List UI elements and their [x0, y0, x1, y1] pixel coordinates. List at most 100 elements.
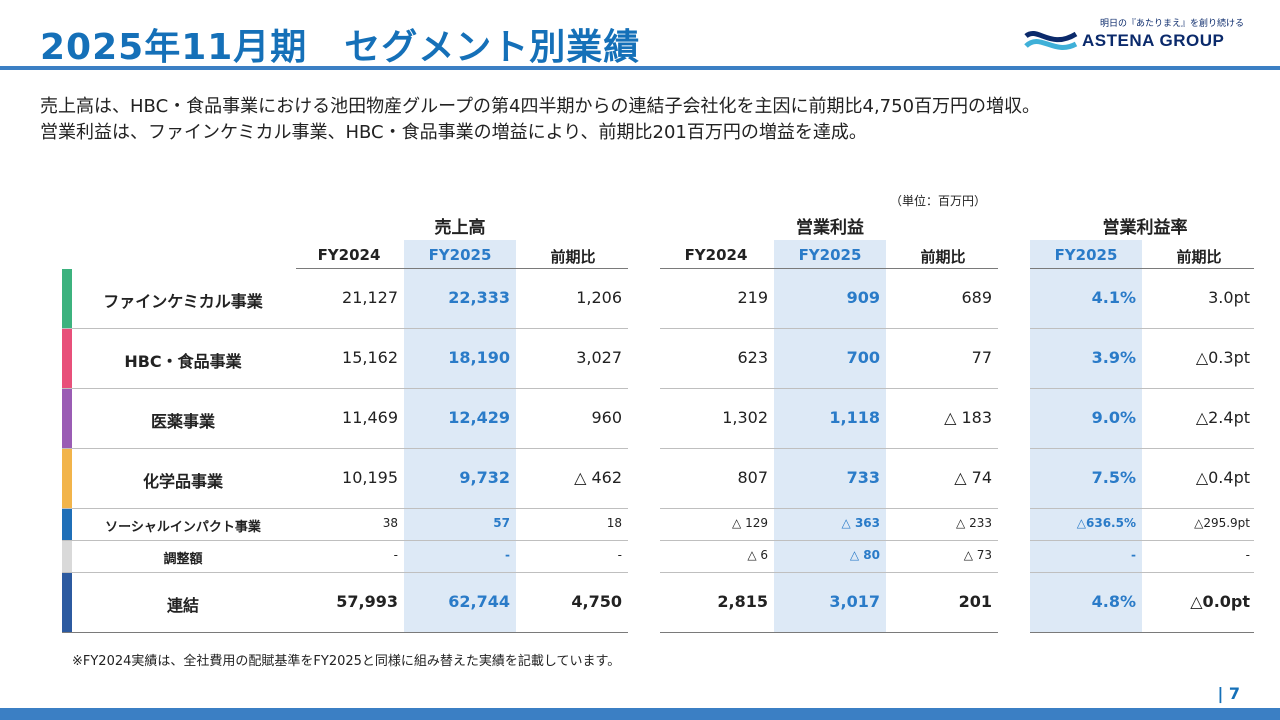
group-header-op-profit: 営業利益 — [796, 218, 864, 238]
cell-op-fy2025: 909 — [846, 287, 880, 307]
row-label: 化学品事業 — [142, 471, 223, 491]
cell-margin-fy2025: △636.5% — [1076, 516, 1136, 531]
cell-margin-yoy: △0.3pt — [1195, 347, 1250, 367]
cell-sales-yoy: 960 — [591, 407, 622, 427]
row-divider — [62, 328, 628, 329]
logo-name: ASTENA GROUP — [1082, 31, 1225, 50]
cell-sales-yoy: △ 462 — [574, 467, 622, 487]
cell-sales-yoy: 3,027 — [576, 347, 622, 367]
cell-sales-fy2024: 21,127 — [342, 287, 398, 307]
row-label: 医薬事業 — [150, 411, 215, 431]
row-color-bar — [62, 541, 72, 572]
group-header-op-margin: 営業利益率 — [1102, 218, 1188, 238]
cell-margin-fy2025: 3.9% — [1091, 347, 1136, 367]
row-divider — [1030, 508, 1254, 509]
cell-op-yoy: △ 73 — [963, 548, 992, 563]
summary-line-2: 営業利益は、ファインケミカル事業、HBC・食品事業の増益により、前期比201百万… — [40, 122, 867, 143]
row-divider — [1030, 572, 1254, 573]
logo-tagline: 明日の『あたりまえ』を創り続ける — [1099, 19, 1244, 29]
col-sales-fy2025: FY2025 — [428, 246, 492, 264]
col-op-yoy: 前期比 — [920, 248, 966, 266]
cell-op-fy2024: 623 — [737, 347, 768, 367]
cell-sales-fy2025: 22,333 — [448, 287, 510, 307]
cell-sales-fy2024: 11,469 — [342, 407, 398, 427]
group-header-sales: 売上高 — [434, 218, 486, 238]
row-divider — [660, 540, 998, 541]
cell-op-fy2025: △ 80 — [849, 548, 880, 563]
row-divider — [62, 448, 628, 449]
row-divider — [1030, 540, 1254, 541]
cell-sales-yoy: - — [617, 548, 622, 563]
col-margin-yoy: 前期比 — [1176, 248, 1222, 266]
cell-sales-fy2025: 57 — [493, 516, 510, 531]
cell-op-fy2024: △ 129 — [732, 516, 768, 531]
page-number: | 7 — [1217, 684, 1240, 703]
col-op-fy2025: FY2025 — [798, 246, 862, 264]
cell-op-yoy: △ 183 — [944, 407, 992, 427]
header-rule-margin — [1030, 268, 1254, 269]
cell-sales-fy2025: - — [505, 548, 510, 563]
cell-sales-fy2025: 12,429 — [448, 407, 510, 427]
row-divider — [660, 632, 998, 633]
cell-margin-yoy: △0.0pt — [1190, 591, 1250, 611]
cell-op-fy2025: △ 363 — [841, 516, 880, 531]
header-rule-op — [660, 268, 998, 269]
cell-op-fy2025: 3,017 — [829, 591, 880, 611]
summary-line-1: 売上高は、HBC・食品事業における池田物産グループの第4四半期からの連結子会社化… — [40, 96, 1041, 117]
cell-sales-fy2024: 15,162 — [342, 347, 398, 367]
company-logo: 明日の『あたりまえ』を創り続ける ASTENA GROUP — [1024, 16, 1244, 56]
summary: 売上高は、HBC・食品事業における池田物産グループの第4四半期からの連結子会社化… — [40, 94, 1040, 146]
row-divider — [660, 328, 998, 329]
row-label: 連結 — [166, 595, 199, 615]
cell-sales-fy2025: 62,744 — [448, 591, 510, 611]
cell-margin-fy2025: 7.5% — [1091, 467, 1136, 487]
footer-bar — [0, 708, 1280, 720]
row-divider — [1030, 328, 1254, 329]
col-margin-fy2025: FY2025 — [1054, 246, 1118, 264]
cell-op-yoy: 77 — [971, 347, 992, 367]
cell-op-yoy: △ 74 — [954, 467, 992, 487]
cell-op-yoy: △ 233 — [956, 516, 992, 531]
cell-op-yoy: 201 — [958, 591, 992, 611]
cell-sales-yoy: 4,750 — [571, 591, 622, 611]
cell-sales-fy2024: 10,195 — [342, 467, 398, 487]
row-color-bar — [62, 509, 72, 540]
unit-note: （単位：百万円） — [890, 194, 987, 208]
astena-wave-icon — [1024, 31, 1078, 50]
row-label: 調整額 — [163, 552, 203, 568]
cell-sales-fy2025: 18,190 — [448, 347, 510, 367]
col-sales-fy2024: FY2024 — [317, 246, 381, 264]
cell-margin-yoy: △295.9pt — [1194, 516, 1250, 531]
cell-sales-fy2025: 9,732 — [459, 467, 510, 487]
row-divider — [1030, 448, 1254, 449]
row-color-bar — [62, 573, 72, 632]
cell-margin-yoy: △2.4pt — [1195, 407, 1250, 427]
cell-margin-yoy: 3.0pt — [1208, 287, 1250, 307]
row-divider — [660, 448, 998, 449]
row-color-bar — [62, 389, 72, 448]
row-color-bar — [62, 269, 72, 328]
cell-margin-yoy: - — [1245, 548, 1250, 563]
cell-op-fy2025: 733 — [846, 467, 880, 487]
title-rule — [0, 66, 1280, 70]
row-divider — [1030, 632, 1254, 633]
cell-op-fy2024: 219 — [737, 287, 768, 307]
cell-op-fy2024: 2,815 — [717, 591, 768, 611]
cell-op-yoy: 689 — [961, 287, 992, 307]
row-color-bar — [62, 449, 72, 508]
footnote: ※FY2024実績は、全社費用の配賦基準をFY2025と同様に組み替えた実績を記… — [72, 654, 621, 669]
cell-sales-yoy: 18 — [606, 516, 622, 531]
col-sales-yoy: 前期比 — [550, 248, 596, 266]
row-divider — [62, 572, 628, 573]
cell-sales-yoy: 1,206 — [576, 287, 622, 307]
row-label: HBC・食品事業 — [124, 351, 242, 371]
cell-op-fy2024: 1,302 — [722, 407, 768, 427]
cell-op-fy2025: 1,118 — [829, 407, 880, 427]
cell-margin-fy2025: 4.8% — [1091, 591, 1136, 611]
cell-margin-yoy: △0.4pt — [1195, 467, 1250, 487]
cell-op-fy2024: △ 6 — [747, 548, 768, 563]
cell-op-fy2025: 700 — [846, 347, 880, 367]
cell-margin-fy2025: 9.0% — [1091, 407, 1136, 427]
highlight-sales-fy2025 — [404, 240, 516, 632]
cell-sales-fy2024: 38 — [382, 516, 398, 531]
